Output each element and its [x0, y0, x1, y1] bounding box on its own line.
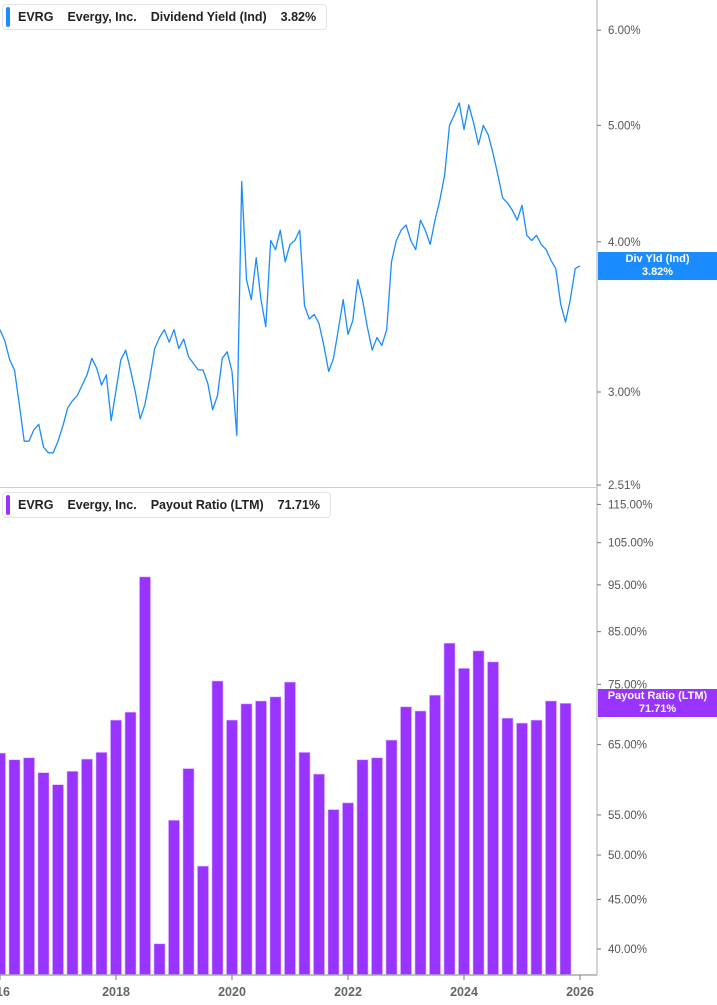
dividend-yield-plot — [0, 102, 581, 454]
tag-value: 3.82% — [641, 266, 674, 278]
payout-bar — [530, 719, 543, 976]
payout-bar — [23, 757, 35, 976]
y-tick-label: 2.51% — [608, 480, 641, 492]
payout-ratio-legend: EVRG Evergy, Inc. Payout Ratio (LTM) 71.… — [2, 492, 332, 518]
payout-bar — [240, 703, 253, 976]
axes: 6.00% 5.00% 4.00% 3.00% 2.51% 115.00% 105.00% 9… — [0, 0, 653, 999]
payout-bar — [501, 717, 514, 976]
payout-bar — [124, 711, 137, 976]
payout-bar — [356, 759, 369, 976]
y-tick-label: 85.00% — [608, 627, 647, 639]
payout-bar — [371, 757, 383, 976]
current-yield-tag: Div Yld (Ind) 3.82% — [598, 252, 717, 280]
payout-bar — [197, 865, 209, 976]
payout-bar — [487, 661, 499, 976]
y-tick-label: 5.00% — [608, 120, 641, 132]
payout-bar — [429, 694, 441, 976]
payout-bar — [342, 802, 354, 976]
y-tick-label: 105.00% — [608, 538, 653, 550]
legend-value: 71.71% — [277, 498, 321, 512]
x-tick-label: 2026 — [566, 985, 594, 999]
x-tick-label: 2020 — [218, 985, 246, 999]
payout-bar — [8, 759, 21, 976]
payout-bar — [168, 819, 180, 976]
legend-value: 3.82% — [280, 10, 317, 24]
series-color-swatch — [6, 7, 10, 27]
y-tick-label: 45.00% — [608, 894, 647, 906]
legend-ticker: EVRG — [18, 10, 54, 24]
y-tick-label: 95.00% — [608, 580, 647, 592]
payout-bar — [400, 706, 412, 976]
payout-bar — [139, 576, 151, 976]
payout-bar — [458, 668, 470, 976]
y-tick-label: 6.00% — [608, 25, 641, 37]
payout-bar — [0, 752, 6, 976]
payout-bar — [182, 768, 195, 976]
payout-bar — [153, 943, 166, 976]
legend-company: Evergy, Inc. — [67, 10, 137, 24]
tag-label: Div Yld (Ind) — [625, 253, 690, 265]
tag-value: 71.71% — [638, 703, 677, 715]
payout-bar — [545, 700, 557, 976]
payout-bar — [255, 700, 267, 976]
payout-bar — [226, 719, 238, 976]
y-tick-label: 50.00% — [608, 850, 647, 862]
payout-bar — [211, 680, 224, 976]
payout-bar — [516, 722, 528, 976]
legend-metric: Dividend Yield (Ind) — [150, 10, 267, 24]
payout-bar — [284, 681, 296, 976]
payout-bar — [443, 642, 456, 976]
x-tick-label: 16 — [0, 985, 10, 999]
y-tick-label: 4.00% — [608, 237, 641, 249]
payout-bar — [414, 710, 427, 976]
legend-company: Evergy, Inc. — [67, 498, 137, 512]
x-tick-label: 2024 — [450, 985, 478, 999]
payout-bar — [81, 758, 93, 976]
legend-ticker: EVRG — [18, 498, 54, 512]
payout-bar — [37, 772, 50, 976]
y-tick-label: 3.00% — [608, 387, 641, 399]
series-color-swatch — [6, 495, 10, 515]
payout-bar — [110, 719, 122, 976]
y-tick-label: 115.00% — [608, 499, 653, 511]
payout-bar — [327, 809, 340, 976]
y-tick-label: 75.00% — [608, 679, 647, 691]
payout-bar — [298, 752, 311, 976]
dividend-yield-line — [0, 102, 581, 454]
y-tick-label: 65.00% — [608, 740, 647, 752]
x-tick-label: 2018 — [102, 985, 130, 999]
payout-bar — [559, 702, 572, 976]
y-tick-label: 40.00% — [608, 944, 647, 956]
legend-metric: Payout Ratio (LTM) — [150, 498, 264, 512]
y-tick-label: 55.00% — [608, 810, 647, 822]
payout-bar — [385, 739, 398, 976]
payout-bar — [52, 784, 64, 976]
dividend-yield-legend: EVRG Evergy, Inc. Dividend Yield (Ind) 3… — [2, 4, 328, 30]
current-payout-tag: Payout Ratio (LTM) 71.71% — [598, 689, 717, 717]
payout-bar — [95, 752, 108, 976]
x-tick-label: 2022 — [334, 985, 362, 999]
payout-bar — [269, 696, 282, 976]
payout-bar — [313, 773, 325, 976]
payout-bar — [472, 650, 485, 976]
payout-bar — [66, 770, 79, 976]
payout-ratio-plot — [0, 576, 572, 976]
tag-label: Payout Ratio (LTM) — [607, 690, 708, 702]
